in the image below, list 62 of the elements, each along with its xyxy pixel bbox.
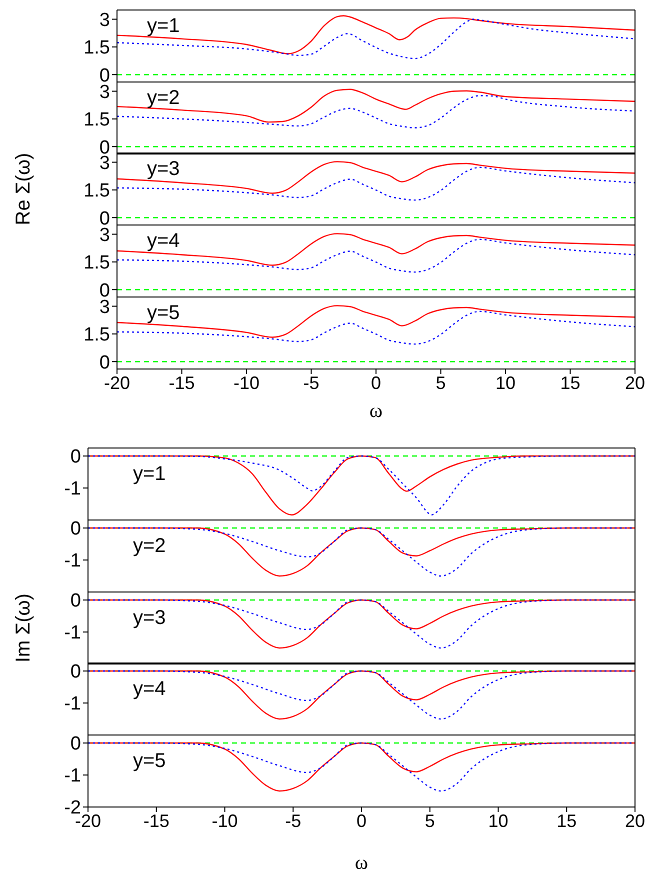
x-tick-label: 5 xyxy=(436,372,446,393)
x-tick-label: -10 xyxy=(212,810,238,831)
x-tick-label: 10 xyxy=(495,372,516,393)
y-tick-label: 3 xyxy=(99,225,110,246)
y-tick-label: -1 xyxy=(64,478,81,500)
y-tick-label: 1.5 xyxy=(84,109,110,130)
x-tick-label: -15 xyxy=(168,372,195,393)
line-series xyxy=(88,670,635,720)
x-tick-label: 5 xyxy=(424,810,435,831)
x-tick-label: -5 xyxy=(285,810,302,831)
y-tick-label: 1.5 xyxy=(84,38,110,59)
y-axis-title: Re Σ(ω) xyxy=(12,153,34,226)
line-series xyxy=(117,88,635,122)
y-tick-label: 3 xyxy=(99,10,110,31)
y-tick-label: -1 xyxy=(64,694,81,716)
line-series xyxy=(88,527,635,576)
y-tick-label: 3 xyxy=(99,82,110,103)
line-series xyxy=(117,15,635,54)
x-axis-title: ω xyxy=(354,852,368,874)
x-tick-label: 15 xyxy=(560,372,580,393)
annotation: y=2 xyxy=(147,86,180,109)
y-tick-label: 0 xyxy=(70,446,81,468)
y-tick-label: 1.5 xyxy=(84,252,110,274)
line-series xyxy=(117,18,635,60)
annotation: y=1 xyxy=(133,463,166,485)
y-tick-label: 0 xyxy=(70,734,81,755)
y-axis-title: Im Σ(ω) xyxy=(12,593,34,662)
annotation: y=5 xyxy=(147,302,180,324)
x-tick-label: 0 xyxy=(370,372,382,393)
x-tick-label: 10 xyxy=(488,810,508,831)
line-series xyxy=(88,598,635,648)
y-tick-label: 1.5 xyxy=(84,324,110,346)
x-tick-label: -5 xyxy=(303,372,320,393)
y-tick-label: 0 xyxy=(70,590,81,612)
line-series xyxy=(117,233,635,266)
annotation: y=5 xyxy=(133,750,166,772)
annotation: y=3 xyxy=(147,158,180,180)
y-tick-label: 3 xyxy=(99,296,110,318)
line-series xyxy=(117,161,635,194)
y-tick-label: -1 xyxy=(64,766,81,787)
annotation: y=4 xyxy=(133,678,166,700)
y-tick-label: 0 xyxy=(70,662,81,684)
x-tick-label: 20 xyxy=(624,372,646,393)
annotation: y=3 xyxy=(133,606,166,629)
x-axis-title: ω xyxy=(369,400,383,422)
x-tick-label: -20 xyxy=(104,372,130,393)
x-tick-label: 0 xyxy=(356,810,367,831)
x-tick-label: -10 xyxy=(233,372,260,393)
annotation: y=4 xyxy=(147,230,180,252)
x-tick-label: 15 xyxy=(556,810,577,831)
y-tick-label: -1 xyxy=(64,550,81,572)
line-series xyxy=(117,304,635,338)
y-tick-label: -1 xyxy=(64,622,81,644)
y-tick-label: 0 xyxy=(99,352,110,374)
line-series xyxy=(88,742,635,792)
y-tick-label: 0 xyxy=(70,518,81,540)
x-tick-label: 20 xyxy=(624,810,646,831)
annotation: y=2 xyxy=(133,534,166,557)
x-tick-label: -15 xyxy=(143,810,170,831)
y-tick-label: 1.5 xyxy=(84,181,110,202)
annotation: y=1 xyxy=(147,15,180,37)
line-series xyxy=(88,455,635,516)
